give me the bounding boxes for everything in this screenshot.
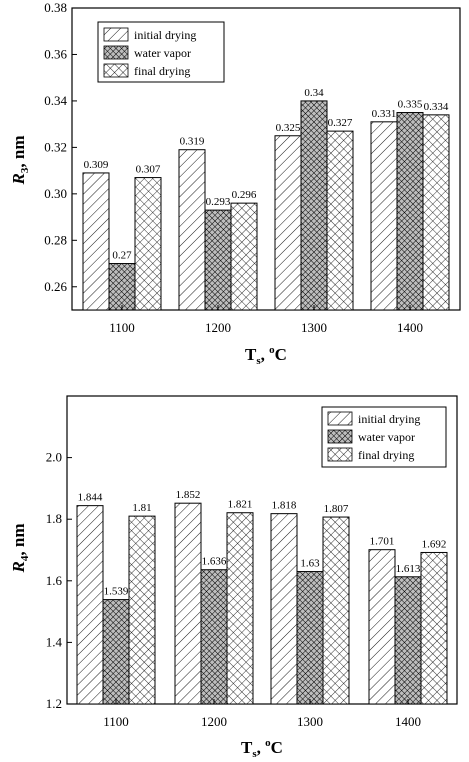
- data-label: 1.636: [202, 556, 227, 568]
- data-label: 1.821: [228, 499, 253, 511]
- data-label: 0.34: [304, 87, 324, 99]
- plot-frame: [66, 395, 458, 705]
- bar-final-drying-1400: [422, 114, 450, 311]
- bar-initial-drying-1200: [174, 502, 202, 705]
- x-axis-title: Ts, oC: [241, 737, 283, 760]
- data-label: 0.309: [84, 159, 109, 171]
- legend-label-final-drying: final drying: [358, 448, 414, 462]
- x-tick-label: 1300: [301, 320, 327, 335]
- legend-swatch-initial-drying: [103, 27, 129, 42]
- data-label: 1.81: [132, 502, 151, 514]
- data-label: 0.293: [206, 196, 231, 208]
- y-tick-label: 1.4: [46, 634, 63, 649]
- bar-initial-drying-1200: [178, 149, 206, 311]
- legend-label-initial-drying: initial drying: [358, 412, 420, 426]
- legend-swatch-water-vapor: [327, 429, 353, 444]
- data-label: 1.701: [370, 536, 395, 548]
- legend-swatch-water-vapor: [103, 45, 129, 60]
- data-label: 0.296: [232, 189, 257, 201]
- bar-final-drying-1100: [134, 177, 162, 311]
- y-tick-label: 1.8: [46, 511, 62, 526]
- x-tick-label: 1300: [297, 714, 323, 729]
- chart-r3: 0.260.280.300.320.340.360.38 0.3090.270.…: [9, 0, 461, 367]
- x-axis-ticks: 1100 1200 1300 1400: [109, 305, 423, 335]
- data-label: 0.334: [424, 101, 449, 113]
- x-axis-title: Ts, oC: [245, 344, 287, 367]
- chart-r4: 1.2 1.4 1.6 1.8 2.0 1.844 1.539 1.81 1.852 1.636…: [9, 395, 458, 760]
- y-axis-ticks: 0.26 0.28 0.30 0.32 0.34 0.36 0.38: [44, 0, 77, 294]
- legend: initial drying water vapor final drying: [321, 406, 447, 468]
- legend-label-initial-drying: initial drying: [134, 28, 196, 42]
- x-tick-label: 1200: [205, 320, 231, 335]
- x-tick-label: 1400: [395, 714, 421, 729]
- data-label: 1.63: [300, 558, 320, 570]
- y-tick-label: 0.30: [44, 186, 67, 201]
- bar-water-vapor-1300: [300, 100, 328, 311]
- bar-final-drying-1200: [230, 202, 258, 311]
- y-tick-label: 0.28: [44, 232, 67, 247]
- bar-initial-drying-1100: [76, 505, 104, 705]
- bar-group: 1.844 1.539 1.81 1.852 1.636 1.821 1.818 1.63 1.…: [76, 489, 448, 705]
- legend-swatch-final-drying: [103, 63, 129, 78]
- legend-label-final-drying: final drying: [134, 64, 190, 78]
- data-label: 0.307: [136, 164, 161, 176]
- x-tick-label: 1100: [109, 320, 135, 335]
- data-label: 1.818: [272, 500, 297, 512]
- bar-water-vapor-1400: [394, 576, 422, 705]
- legend-swatch-initial-drying: [327, 411, 353, 426]
- bar-water-vapor-1100: [102, 599, 130, 705]
- data-label: 1.844: [78, 492, 103, 504]
- y-tick-label: 1.6: [46, 573, 63, 588]
- data-label: 1.613: [396, 563, 421, 575]
- bar-final-drying-1400: [420, 551, 448, 705]
- data-label: 0.335: [398, 99, 423, 111]
- bar-water-vapor-1400: [396, 112, 424, 311]
- bar-water-vapor-1100: [108, 263, 136, 311]
- data-label: 0.27: [112, 250, 132, 262]
- data-label: 0.327: [328, 117, 353, 129]
- data-label: 0.331: [372, 108, 397, 120]
- y-axis-ticks: 1.2 1.4 1.6 1.8 2.0: [46, 450, 72, 711]
- plot-frame: [71, 7, 461, 311]
- legend: initial drying water vapor final drying: [97, 21, 225, 83]
- x-tick-label: 1200: [201, 714, 227, 729]
- y-tick-label: 0.26: [44, 279, 67, 294]
- y-tick-label: 0.34: [44, 93, 67, 108]
- y-tick-label: 1.2: [46, 696, 62, 711]
- bar-water-vapor-1200: [200, 569, 228, 705]
- bar-final-drying-1300: [326, 130, 354, 311]
- bar-water-vapor-1300: [296, 571, 324, 705]
- data-label: 1.539: [104, 586, 129, 598]
- x-tick-label: 1100: [103, 714, 129, 729]
- bar-initial-drying-1300: [274, 135, 302, 311]
- y-tick-label: 0.32: [44, 139, 67, 154]
- bar-final-drying-1200: [226, 512, 254, 705]
- bar-initial-drying-1400: [368, 549, 396, 705]
- x-axis-ticks: 1100 1200 1300 1400: [103, 699, 421, 729]
- data-label: 1.807: [324, 503, 349, 515]
- legend-label-water-vapor: water vapor: [358, 430, 415, 444]
- bar-initial-drying-1300: [270, 513, 298, 705]
- bar-final-drying-1100: [128, 515, 156, 705]
- y-axis-title: R4, nm: [9, 524, 31, 574]
- y-axis-title: R3, nm: [9, 136, 31, 186]
- legend-swatch-final-drying: [327, 447, 353, 462]
- data-label: 1.692: [422, 538, 447, 550]
- y-tick-label: 0.38: [44, 0, 67, 15]
- legend-label-water-vapor: water vapor: [134, 46, 191, 60]
- y-tick-label: 0.36: [44, 46, 67, 61]
- bar-initial-drying-1100: [82, 172, 110, 311]
- x-tick-label: 1400: [397, 320, 423, 335]
- data-label: 0.319: [180, 136, 205, 148]
- bar-initial-drying-1400: [370, 121, 398, 311]
- data-label: 1.852: [176, 489, 201, 501]
- bar-water-vapor-1200: [204, 209, 232, 311]
- bar-final-drying-1300: [322, 516, 350, 705]
- y-tick-label: 2.0: [46, 450, 62, 465]
- data-label: 0.325: [276, 122, 301, 134]
